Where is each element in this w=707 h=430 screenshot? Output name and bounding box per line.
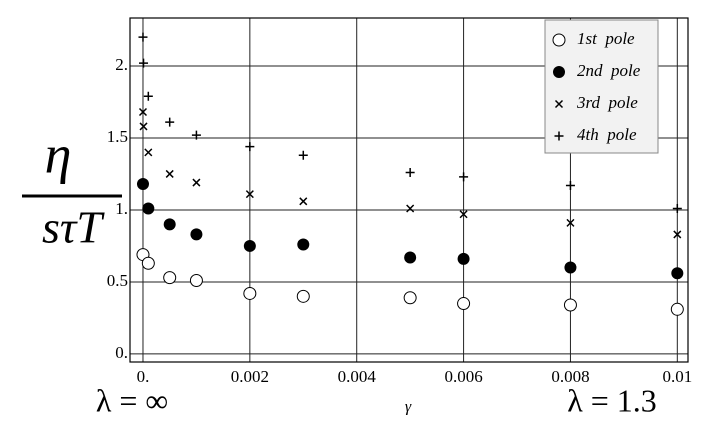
x-tick-label: 0.004 <box>338 367 377 386</box>
y-tick-label: 0. <box>115 343 128 362</box>
data-point <box>299 197 308 206</box>
data-point <box>138 107 148 117</box>
legend-marker <box>552 33 566 47</box>
annotation: λ = ∞ <box>96 382 168 418</box>
plot-frame <box>129 17 689 363</box>
x-tick-label: 0. <box>137 367 150 386</box>
legend-marker <box>554 99 564 109</box>
data-point <box>142 202 155 215</box>
y-label-numerator: η <box>45 124 72 184</box>
y-label-denominator: sτT <box>42 202 105 253</box>
data-point <box>406 204 415 213</box>
data-point <box>245 190 254 199</box>
data-point <box>138 32 148 42</box>
data-point <box>404 251 417 264</box>
data-point <box>191 130 201 140</box>
y-tick-label: 1. <box>115 199 128 218</box>
data-point <box>144 148 153 157</box>
data-point <box>192 178 201 187</box>
data-point <box>566 218 575 227</box>
x-label: γ <box>405 399 412 416</box>
legend-marker <box>553 66 565 78</box>
data-point <box>565 180 575 190</box>
data-point <box>298 150 308 160</box>
data-point <box>297 238 310 251</box>
data-point <box>190 228 203 241</box>
data-point <box>163 218 176 231</box>
data-point <box>245 142 255 152</box>
data-point <box>671 267 684 280</box>
data-point <box>296 289 310 303</box>
data-point <box>670 302 684 316</box>
data-point <box>405 168 415 178</box>
annotation: λ = 1.3 <box>567 382 657 418</box>
data-point <box>141 256 155 270</box>
data-point <box>143 91 153 101</box>
legend-label: 2nd pole <box>577 61 641 80</box>
data-point <box>165 117 175 127</box>
x-tick-label: 0.006 <box>444 367 482 386</box>
data-point <box>564 261 577 274</box>
data-point <box>139 58 149 68</box>
y-tick-label: 1.5 <box>107 127 128 146</box>
data-point <box>403 291 417 305</box>
data-point <box>563 298 577 312</box>
data-point <box>165 169 174 178</box>
data-point <box>457 252 470 265</box>
data-point <box>459 172 469 182</box>
legend-label: 3rd pole <box>576 93 638 112</box>
data-point <box>243 239 256 252</box>
data-point <box>672 204 682 214</box>
legend-label: 4th pole <box>577 125 637 144</box>
data-point <box>189 273 203 287</box>
legend-marker <box>554 131 564 141</box>
legend-label: 1st pole <box>577 29 635 48</box>
y-tick-label: 0.5 <box>107 271 128 290</box>
data-point <box>163 271 177 285</box>
x-tick-label: 0.01 <box>662 367 692 386</box>
data-point <box>457 297 471 311</box>
x-tick-label: 0.008 <box>551 367 589 386</box>
data-point <box>459 210 468 219</box>
y-tick-label: 2. <box>115 55 128 74</box>
data-point <box>243 286 257 300</box>
data-point <box>139 122 148 131</box>
data-point <box>673 230 682 239</box>
x-tick-label: 0.002 <box>231 367 269 386</box>
data-point <box>136 178 149 191</box>
